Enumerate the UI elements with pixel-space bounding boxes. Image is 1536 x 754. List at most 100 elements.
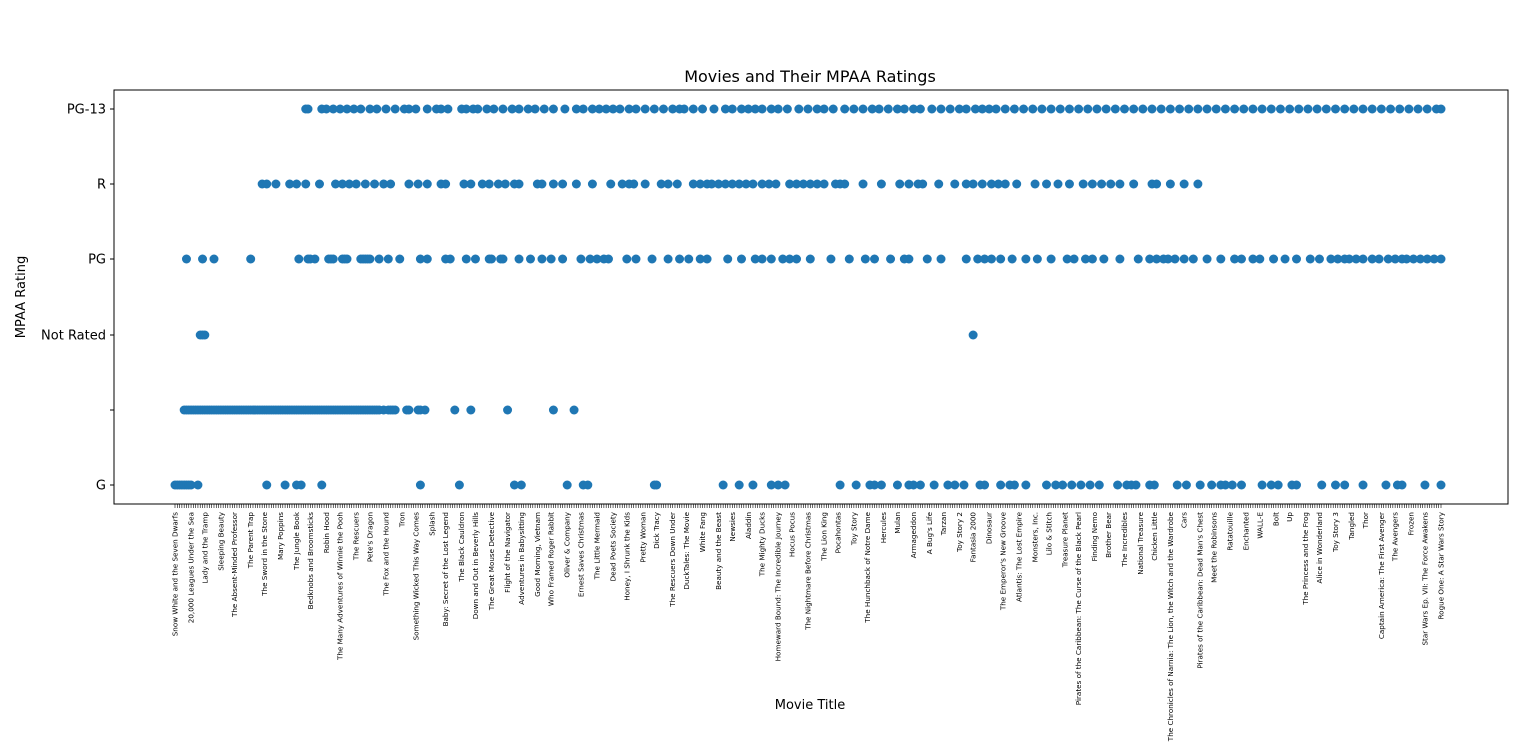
data-point	[743, 104, 753, 114]
data-point	[390, 104, 400, 114]
y-axis-label: MPAA Rating	[14, 256, 29, 338]
x-tick-label: Baby: Secret of the Lost Legend	[441, 512, 450, 626]
data-point	[1175, 104, 1185, 114]
data-point	[1305, 254, 1315, 264]
data-point	[1115, 254, 1125, 264]
data-point	[1106, 179, 1116, 189]
data-point	[328, 254, 338, 264]
data-point	[415, 254, 425, 264]
data-point	[351, 179, 361, 189]
data-point	[200, 330, 210, 340]
data-point	[317, 480, 327, 490]
data-point	[548, 179, 558, 189]
data-point	[1083, 104, 1093, 114]
x-tick-label: Thor	[1361, 512, 1370, 529]
data-point	[792, 254, 802, 264]
data-point	[461, 104, 471, 114]
data-point	[695, 179, 705, 189]
data-point	[1367, 104, 1377, 114]
data-point	[546, 254, 556, 264]
data-point	[1374, 254, 1384, 264]
data-point	[727, 104, 737, 114]
data-point	[578, 104, 588, 114]
data-point	[980, 254, 990, 264]
data-point	[335, 104, 345, 114]
data-point	[794, 104, 804, 114]
data-point	[723, 254, 733, 264]
data-point	[1280, 254, 1290, 264]
x-tick-label: Good Morning, Vietnam	[533, 512, 542, 597]
data-point	[1349, 104, 1359, 114]
data-point	[922, 254, 932, 264]
data-point	[310, 254, 320, 264]
data-point	[812, 179, 822, 189]
data-point	[1211, 104, 1221, 114]
data-point	[1207, 480, 1217, 490]
data-point	[415, 480, 425, 490]
data-point	[516, 480, 526, 490]
data-point	[1397, 480, 1407, 490]
data-point	[337, 179, 347, 189]
data-point	[1165, 104, 1175, 114]
data-point	[587, 179, 597, 189]
data-point	[892, 480, 902, 490]
data-point	[500, 179, 510, 189]
data-point	[1131, 480, 1141, 490]
x-tick-label: Dick Tracy	[652, 511, 661, 549]
data-point	[986, 254, 996, 264]
x-tick-label: Hercules	[879, 512, 888, 544]
data-point	[647, 254, 657, 264]
data-point	[909, 480, 918, 490]
data-point	[482, 104, 492, 114]
data-point	[798, 179, 808, 189]
x-axis-label: Movie Title	[775, 698, 845, 713]
data-point	[849, 104, 859, 114]
data-point	[870, 480, 880, 490]
data-point	[1064, 179, 1074, 189]
x-tick-label: The Emperor's New Groove	[998, 511, 1007, 611]
y-tick-label: G	[96, 479, 106, 494]
data-point	[1202, 254, 1212, 264]
data-point	[1230, 104, 1240, 114]
x-tick-label: The Jungle Book	[292, 511, 301, 571]
data-point	[1076, 480, 1086, 490]
data-point	[1087, 254, 1097, 264]
data-point	[1009, 104, 1019, 114]
data-point	[360, 179, 370, 189]
data-point	[514, 179, 524, 189]
x-tick-label: Hocus Pocus	[787, 512, 796, 557]
data-point	[1285, 104, 1295, 114]
data-point	[950, 480, 960, 490]
data-point	[1021, 254, 1031, 264]
x-tick-label: Homeward Bound: The Incredible Journey	[774, 511, 783, 661]
data-point	[1303, 104, 1313, 114]
data-point	[525, 254, 535, 264]
data-point	[342, 104, 352, 114]
y-tick-label: Not Rated	[41, 329, 106, 344]
data-point	[785, 254, 795, 264]
data-point	[1019, 104, 1029, 114]
x-tick-label: Sleeping Beauty	[216, 511, 225, 570]
x-tick-label: Something Wicked This Way Comes	[411, 512, 420, 641]
x-tick-label: The Incredibles	[1120, 512, 1129, 568]
x-tick-label: Armageddon	[909, 512, 918, 558]
data-point	[640, 179, 650, 189]
data-point	[792, 179, 802, 189]
data-point	[986, 179, 996, 189]
data-point	[709, 104, 719, 114]
data-point	[381, 104, 391, 114]
data-point	[640, 104, 650, 114]
data-point	[1216, 254, 1226, 264]
data-point	[1292, 254, 1302, 264]
data-point	[1331, 104, 1340, 114]
x-tick-label: Star Wars Ep. VII: The Force Awakens	[1420, 512, 1429, 646]
x-tick-label: Pocahontas	[833, 512, 842, 554]
data-point	[198, 254, 208, 264]
data-point	[1202, 104, 1212, 114]
data-point	[622, 254, 632, 264]
data-point	[1358, 254, 1368, 264]
data-point	[246, 254, 256, 264]
x-tick-label: Pirates of the Caribbean: Dead Man's Che…	[1196, 512, 1205, 669]
data-point	[328, 104, 338, 114]
x-tick-label: Pirates of the Caribbean: The Curse of t…	[1074, 512, 1083, 705]
